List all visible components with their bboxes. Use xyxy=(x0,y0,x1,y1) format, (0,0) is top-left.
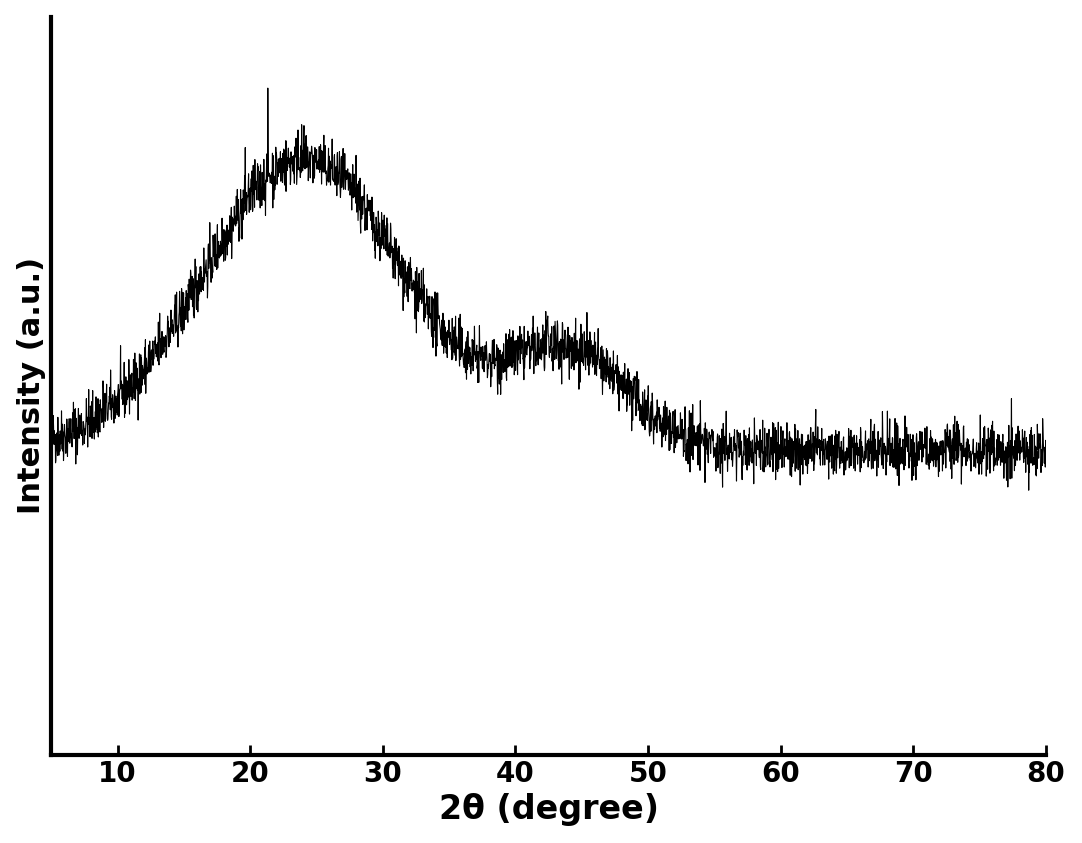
Y-axis label: Intensity (a.u.): Intensity (a.u.) xyxy=(16,257,45,514)
X-axis label: 2θ (degree): 2θ (degree) xyxy=(438,793,659,826)
